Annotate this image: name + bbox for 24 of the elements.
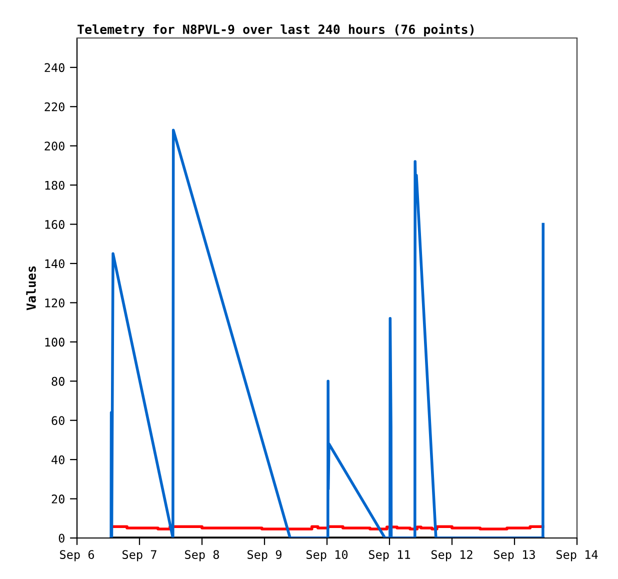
x-tick-label: Sep 13	[494, 550, 535, 562]
x-tick-label: Sep 11	[368, 550, 410, 562]
y-tick-label: 80	[52, 376, 64, 386]
y-tick-label: 240	[44, 63, 64, 72]
x-tick-label: Sep 6	[60, 550, 94, 562]
x-tick-label: Sep 9	[248, 550, 282, 562]
y-tick-label: 0	[58, 534, 64, 543]
x-tick-label: Sep 8	[185, 550, 220, 562]
x-tick-label: Sep 7	[122, 550, 156, 562]
y-tick-label: 100	[45, 338, 64, 347]
chart-title: Telemetry for N8PVL-9 over last 240 hours (76 points)	[78, 24, 474, 36]
y-tick-label: 20	[52, 494, 64, 504]
x-tick-label: Sep 10	[306, 550, 348, 562]
y-tick-label: 120	[45, 298, 64, 308]
y-axis-title: Values	[26, 266, 36, 310]
y-tick-label: 140	[45, 259, 64, 268]
x-tick-label: Sep 14	[556, 550, 598, 562]
y-tick-label: 40	[52, 455, 64, 464]
y-tick-label: 220	[44, 102, 64, 112]
y-tick-label: 180	[45, 180, 64, 190]
x-tick-label: Sep 12	[431, 550, 472, 562]
y-tick-label: 200	[44, 142, 64, 151]
y-tick-label: 160	[45, 220, 64, 229]
y-tick-label: 60	[52, 416, 64, 426]
